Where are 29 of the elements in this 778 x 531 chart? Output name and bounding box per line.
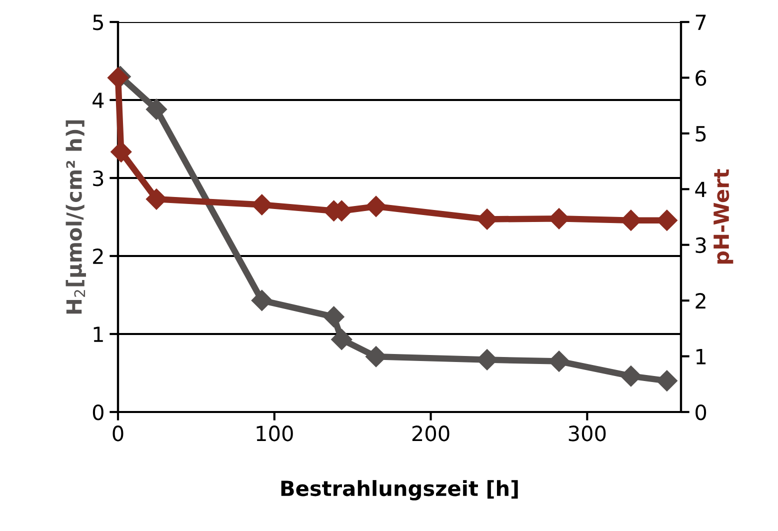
y2-tick-label: 2 bbox=[696, 293, 706, 308]
x-tick-label: 100 bbox=[256, 426, 293, 442]
y2-tick-label: 0 bbox=[696, 404, 706, 420]
y2-tick-label: 6 bbox=[696, 70, 706, 86]
x-tick-label: 0 bbox=[112, 426, 124, 442]
y-tick-label: 5 bbox=[93, 14, 103, 30]
y-tick-label: 1 bbox=[94, 326, 103, 342]
y-tick-label: 0 bbox=[92, 404, 104, 420]
point bbox=[146, 98, 167, 120]
point bbox=[251, 290, 272, 311]
point bbox=[656, 370, 678, 392]
point bbox=[366, 196, 387, 217]
x-tick-label: 200 bbox=[412, 426, 450, 442]
point bbox=[331, 328, 352, 350]
y2-tick-label: 4 bbox=[695, 182, 706, 198]
y2-tick-label: 1 bbox=[696, 349, 706, 364]
y-axis-title: H$_{2}$[µmol/(cm² h)] bbox=[66, 120, 86, 314]
y2-tick-label: 5 bbox=[696, 126, 706, 142]
y-tick-label: 4 bbox=[92, 92, 104, 108]
y2-tick-label: 3 bbox=[696, 237, 706, 254]
point bbox=[323, 306, 344, 328]
x-tick-label: 300 bbox=[568, 426, 606, 442]
y2-tick-label: 7 bbox=[696, 14, 706, 30]
point bbox=[620, 366, 642, 387]
x-axis-title: Bestrahlungszeit [h] bbox=[281, 480, 518, 500]
y-tick-label: 3 bbox=[93, 170, 104, 186]
y-tick-label: 2 bbox=[93, 248, 103, 264]
point bbox=[146, 188, 167, 210]
y2-axis-title: pH-Wert bbox=[714, 169, 734, 264]
